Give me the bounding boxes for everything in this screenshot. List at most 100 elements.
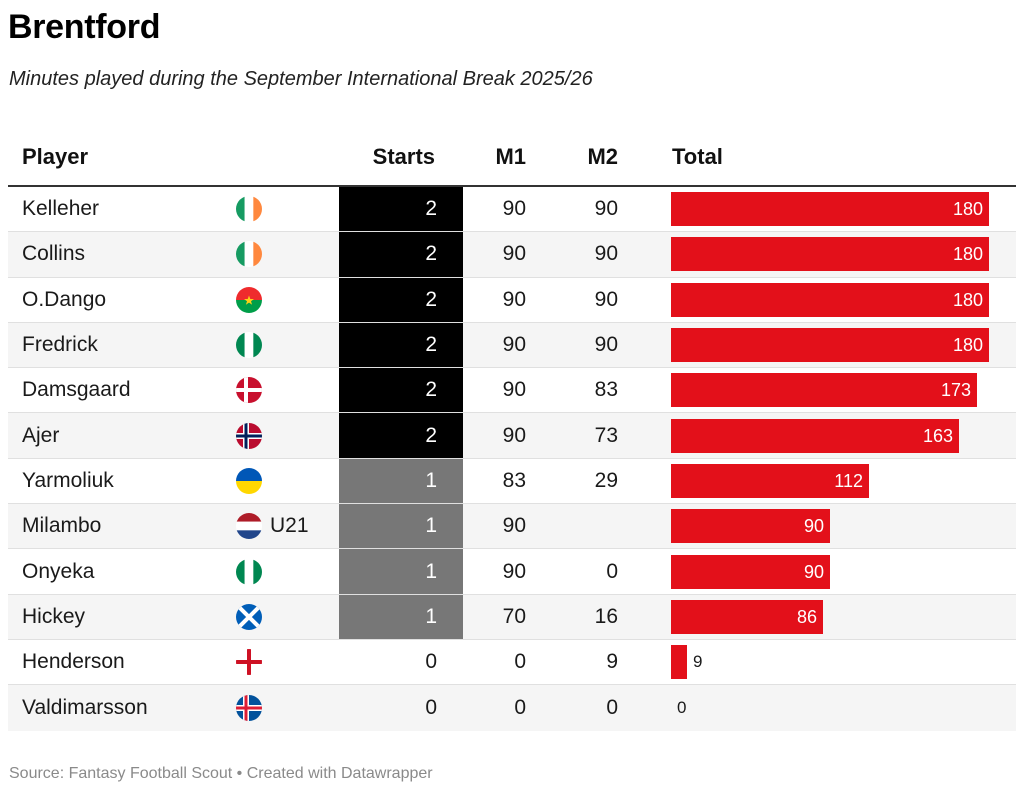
table-row: Kelleher 2 90 90 180 [8, 187, 1016, 233]
total-cell: 0 [671, 685, 1001, 730]
table-row: Hickey 1 70 16 86 [8, 594, 1016, 640]
m1-cell: 90 [502, 333, 526, 357]
starts-cell: 2 [339, 187, 463, 232]
player-flag [236, 685, 262, 730]
player-name: Onyeka [22, 559, 95, 583]
starts-cell: 1 [339, 549, 463, 594]
player-name: Valdimarsson [22, 695, 148, 719]
m2-cell: 90 [594, 333, 618, 357]
source-footer: Source: Fantasy Football Scout • Created… [9, 765, 433, 782]
m2-cell: 83 [594, 378, 618, 402]
table-row: Henderson 0 0 9 9 [8, 640, 1016, 686]
norway-flag-icon [236, 422, 262, 449]
total-bar-label: 90 [803, 561, 824, 582]
m2-cell: 90 [594, 242, 618, 266]
starts-cell: 2 [339, 277, 463, 322]
header-player: Player [22, 144, 89, 169]
table-row: Ajer 2 90 73 163 [8, 413, 1016, 459]
player-flag [236, 413, 262, 457]
total-bar: 180 [671, 192, 989, 227]
player-name: Damsgaard [22, 378, 131, 402]
table-row: O.Dango 2 90 90 180 [8, 277, 1016, 323]
ireland-flag-icon [236, 196, 262, 223]
player-name: Milambo [22, 514, 102, 538]
player-name: Hickey [22, 604, 86, 628]
total-bar-label: 0 [677, 697, 687, 717]
u21-label: U21 [270, 514, 309, 538]
table-row: Milambo U21 1 90 90 [8, 504, 1016, 550]
netherlands-flag-icon [236, 513, 262, 540]
denmark-flag-icon [236, 377, 262, 404]
player-flag [236, 278, 262, 322]
header-m2: M2 [587, 144, 618, 169]
total-cell: 180 [671, 323, 1001, 367]
m2-cell: 0 [606, 559, 618, 583]
player-flag [236, 187, 262, 231]
chart-subtitle: Minutes played during the September Inte… [9, 68, 593, 90]
total-cell: 9 [671, 640, 1001, 684]
total-cell: 180 [671, 187, 1001, 231]
header-total: Total [672, 144, 723, 169]
total-cell: 86 [671, 595, 1001, 639]
m1-cell: 90 [502, 197, 526, 221]
burkina-faso-flag-icon [236, 286, 262, 313]
total-bar: 163 [671, 418, 959, 453]
total-bar: 90 [671, 554, 830, 589]
iceland-flag-icon [236, 694, 262, 721]
m1-cell: 90 [502, 287, 526, 311]
chart-title: Brentford [8, 8, 161, 46]
header-starts: Starts [372, 144, 435, 169]
starts-cell: 2 [339, 322, 463, 368]
total-cell: 180 [671, 278, 1001, 322]
table-body: Kelleher 2 90 90 180 Collins 2 90 90 180 O.Dango 2 9… [8, 187, 1016, 731]
m2-cell: 0 [606, 695, 618, 719]
player-flag: U21 [236, 504, 309, 548]
minutes-table: Player Starts M1 M2 Total Kelleher 2 90 90 1… [8, 134, 1016, 731]
m2-cell: 16 [594, 604, 618, 628]
total-bar-label: 180 [952, 199, 983, 220]
player-flag [236, 323, 262, 367]
starts-cell: 2 [339, 232, 463, 277]
nigeria-flag-icon [236, 332, 262, 359]
starts-cell: 0 [425, 650, 437, 674]
m2-cell: 9 [606, 650, 618, 674]
starts-cell: 2 [339, 413, 463, 458]
player-name: Yarmoliuk [22, 468, 114, 492]
total-cell: 180 [671, 232, 1001, 276]
m1-cell: 0 [514, 650, 526, 674]
table-row: Collins 2 90 90 180 [8, 232, 1016, 278]
total-bar: 86 [671, 599, 823, 634]
m1-cell: 90 [502, 514, 526, 538]
ireland-flag-icon [236, 241, 262, 268]
m2-cell: 90 [594, 287, 618, 311]
player-name: Fredrick [22, 333, 98, 357]
m2-cell: 73 [594, 423, 618, 447]
total-bar-label: 163 [922, 425, 953, 446]
total-bar-label: 180 [952, 244, 983, 265]
player-name: O.Dango [22, 287, 107, 311]
player-name: Henderson [22, 650, 125, 674]
m2-cell: 29 [594, 468, 618, 492]
total-bar: 180 [671, 282, 989, 317]
total-cell: 173 [671, 368, 1001, 412]
total-bar-label: 90 [803, 516, 824, 537]
m1-cell: 70 [502, 604, 526, 628]
total-cell: 90 [671, 549, 1001, 593]
header-m1: M1 [495, 144, 526, 169]
m2-cell: 90 [594, 197, 618, 221]
table-row: Fredrick 2 90 90 180 [8, 322, 1016, 369]
starts-cell: 1 [339, 594, 463, 639]
total-cell: 112 [671, 459, 1001, 503]
total-bar-label: 180 [952, 335, 983, 356]
ukraine-flag-icon [236, 467, 262, 494]
scotland-flag-icon [236, 603, 262, 630]
m1-cell: 90 [502, 423, 526, 447]
table-row: Onyeka 1 90 0 90 [8, 549, 1016, 595]
player-flag [236, 549, 262, 593]
starts-cell: 2 [339, 368, 463, 413]
total-bar-label: 180 [952, 289, 983, 310]
m1-cell: 90 [502, 378, 526, 402]
starts-cell: 1 [339, 458, 463, 504]
starts-cell: 1 [339, 504, 463, 549]
total-bar: 112 [671, 463, 869, 498]
